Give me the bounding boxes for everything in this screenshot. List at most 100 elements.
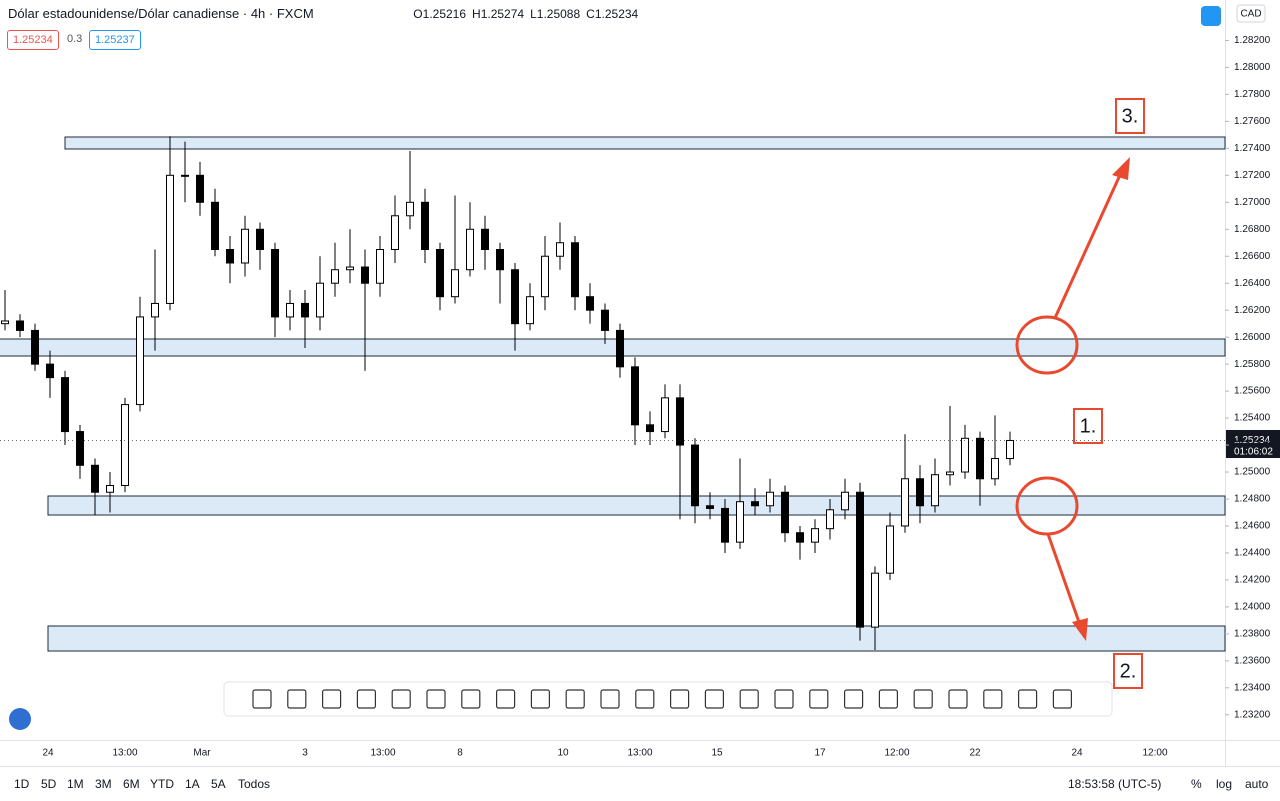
y-tick-label: 1.24600 (1234, 521, 1271, 532)
tool-icon[interactable] (322, 689, 342, 709)
ohlc: O1.25216 H1.25274 L1.25088 C1.25234 (413, 7, 644, 21)
candle-body (76, 431, 84, 466)
tool-icon[interactable] (635, 689, 655, 709)
y-tick-label: 1.23200 (1234, 709, 1271, 720)
tool-icon[interactable] (391, 689, 411, 709)
range-button[interactable]: 3M (95, 777, 112, 791)
tool-icon[interactable] (878, 689, 899, 709)
tool-icon[interactable] (1052, 689, 1073, 709)
scale-option[interactable]: % (1191, 777, 1202, 791)
logo-icon (9, 708, 31, 730)
x-tick-label: 3 (302, 748, 308, 759)
zone (0, 338, 1226, 357)
spread: 0.3 (67, 33, 83, 45)
tool-icon[interactable] (461, 689, 481, 709)
range-button[interactable]: YTD (150, 777, 174, 791)
candle-body (496, 248, 504, 271)
y-tick-label: 1.26400 (1234, 278, 1271, 289)
range-button[interactable]: 5D (41, 777, 57, 791)
candle-body (466, 228, 474, 271)
y-tick-label: 1.25000 (1234, 467, 1271, 478)
axis-border (1225, 0, 1226, 766)
candle-body (511, 269, 519, 325)
tool-icon[interactable] (356, 689, 376, 709)
label-box (1115, 98, 1145, 134)
y-tick-label: 1.25200 (1234, 440, 1271, 451)
candle-body (121, 404, 129, 487)
tool-icon[interactable] (426, 689, 446, 709)
tool-icon[interactable] (252, 689, 272, 709)
candle-body (196, 174, 204, 203)
range-button[interactable]: 6M (123, 777, 140, 791)
y-tick-label: 1.26800 (1234, 224, 1271, 235)
candle-body (751, 501, 759, 507)
tool-icon[interactable] (287, 689, 307, 709)
tool-icon[interactable] (600, 689, 620, 709)
buy-price[interactable]: 1.25237 (89, 30, 141, 50)
annotation: 2. (1120, 660, 1137, 682)
tool-icon[interactable] (843, 689, 864, 709)
label-box (1113, 653, 1143, 689)
candle-body (856, 491, 864, 628)
tool-icon[interactable] (1017, 689, 1038, 709)
candle-body (541, 255, 549, 298)
candle-body (151, 302, 159, 318)
candle-body (391, 215, 399, 250)
tool-icon[interactable] (983, 689, 1003, 709)
candle-body (616, 329, 624, 368)
candle-body (991, 458, 999, 480)
range-button[interactable]: 5A (211, 777, 226, 791)
arrow-head (1112, 157, 1130, 180)
tool-icon[interactable] (565, 689, 585, 709)
bottom-bar: 18:53:58 (UTC-5) 1D 5D 1M 3M 6M YTD 1A 5A Todos%… (0, 766, 1280, 801)
tool-icon[interactable] (809, 689, 829, 709)
candle-body (16, 320, 24, 331)
range-button[interactable]: 1M (67, 777, 84, 791)
candle-body (61, 377, 69, 433)
tool-icon[interactable] (913, 689, 933, 709)
scale-option[interactable]: log (1216, 777, 1233, 791)
y-tick-label: 1.27000 (1234, 197, 1271, 208)
tool-icon[interactable] (669, 689, 690, 709)
candle-body (421, 201, 429, 250)
y-tick-label: 1.25600 (1234, 386, 1271, 397)
tool-icon[interactable] (774, 689, 794, 709)
y-tick-label: 1.26600 (1234, 251, 1271, 262)
candle-body (331, 269, 339, 284)
annotation: 1. (1080, 415, 1097, 437)
tool-icon[interactable] (530, 689, 551, 709)
tool-icon[interactable] (948, 689, 968, 709)
ohlc-label: C (586, 7, 595, 21)
x-tick-label: 10 (557, 748, 569, 759)
x-tick-label: 13:00 (370, 748, 395, 759)
candle-body (376, 248, 384, 284)
range-button[interactable]: 1D (14, 777, 30, 791)
axis-border (0, 740, 1280, 741)
candle-body (1006, 439, 1014, 460)
x-tick-label: 8 (457, 748, 463, 759)
candle-body (106, 485, 114, 493)
labels (1073, 98, 1145, 689)
candle-body (586, 296, 594, 311)
ohlc-value: 1.25216 (422, 7, 467, 21)
candle-body (481, 228, 489, 250)
price-label-bg (1226, 430, 1280, 458)
range-button[interactable]: 1A (185, 777, 200, 791)
tool-icon[interactable] (704, 689, 725, 709)
ohlc-label: H (472, 7, 481, 21)
sync-button[interactable] (1201, 6, 1221, 26)
tool-icon[interactable] (496, 689, 516, 709)
scale-option[interactable]: auto (1245, 777, 1269, 791)
ohlc-value: 1.25274 (480, 7, 525, 21)
y-tick-label: 1.25400 (1234, 413, 1271, 424)
sell-price[interactable]: 1.25234 (7, 30, 59, 50)
x-tick-label: 12:00 (884, 748, 909, 759)
y-tick-label: 1.26200 (1234, 305, 1271, 316)
range-button[interactable]: Todos (238, 777, 271, 791)
candle-body (31, 329, 39, 365)
candle-body (931, 474, 939, 507)
tool-icon[interactable] (739, 689, 759, 709)
candle-body (766, 491, 774, 507)
y-tick-label: 1.24200 (1234, 575, 1271, 586)
candle-body (256, 228, 264, 250)
